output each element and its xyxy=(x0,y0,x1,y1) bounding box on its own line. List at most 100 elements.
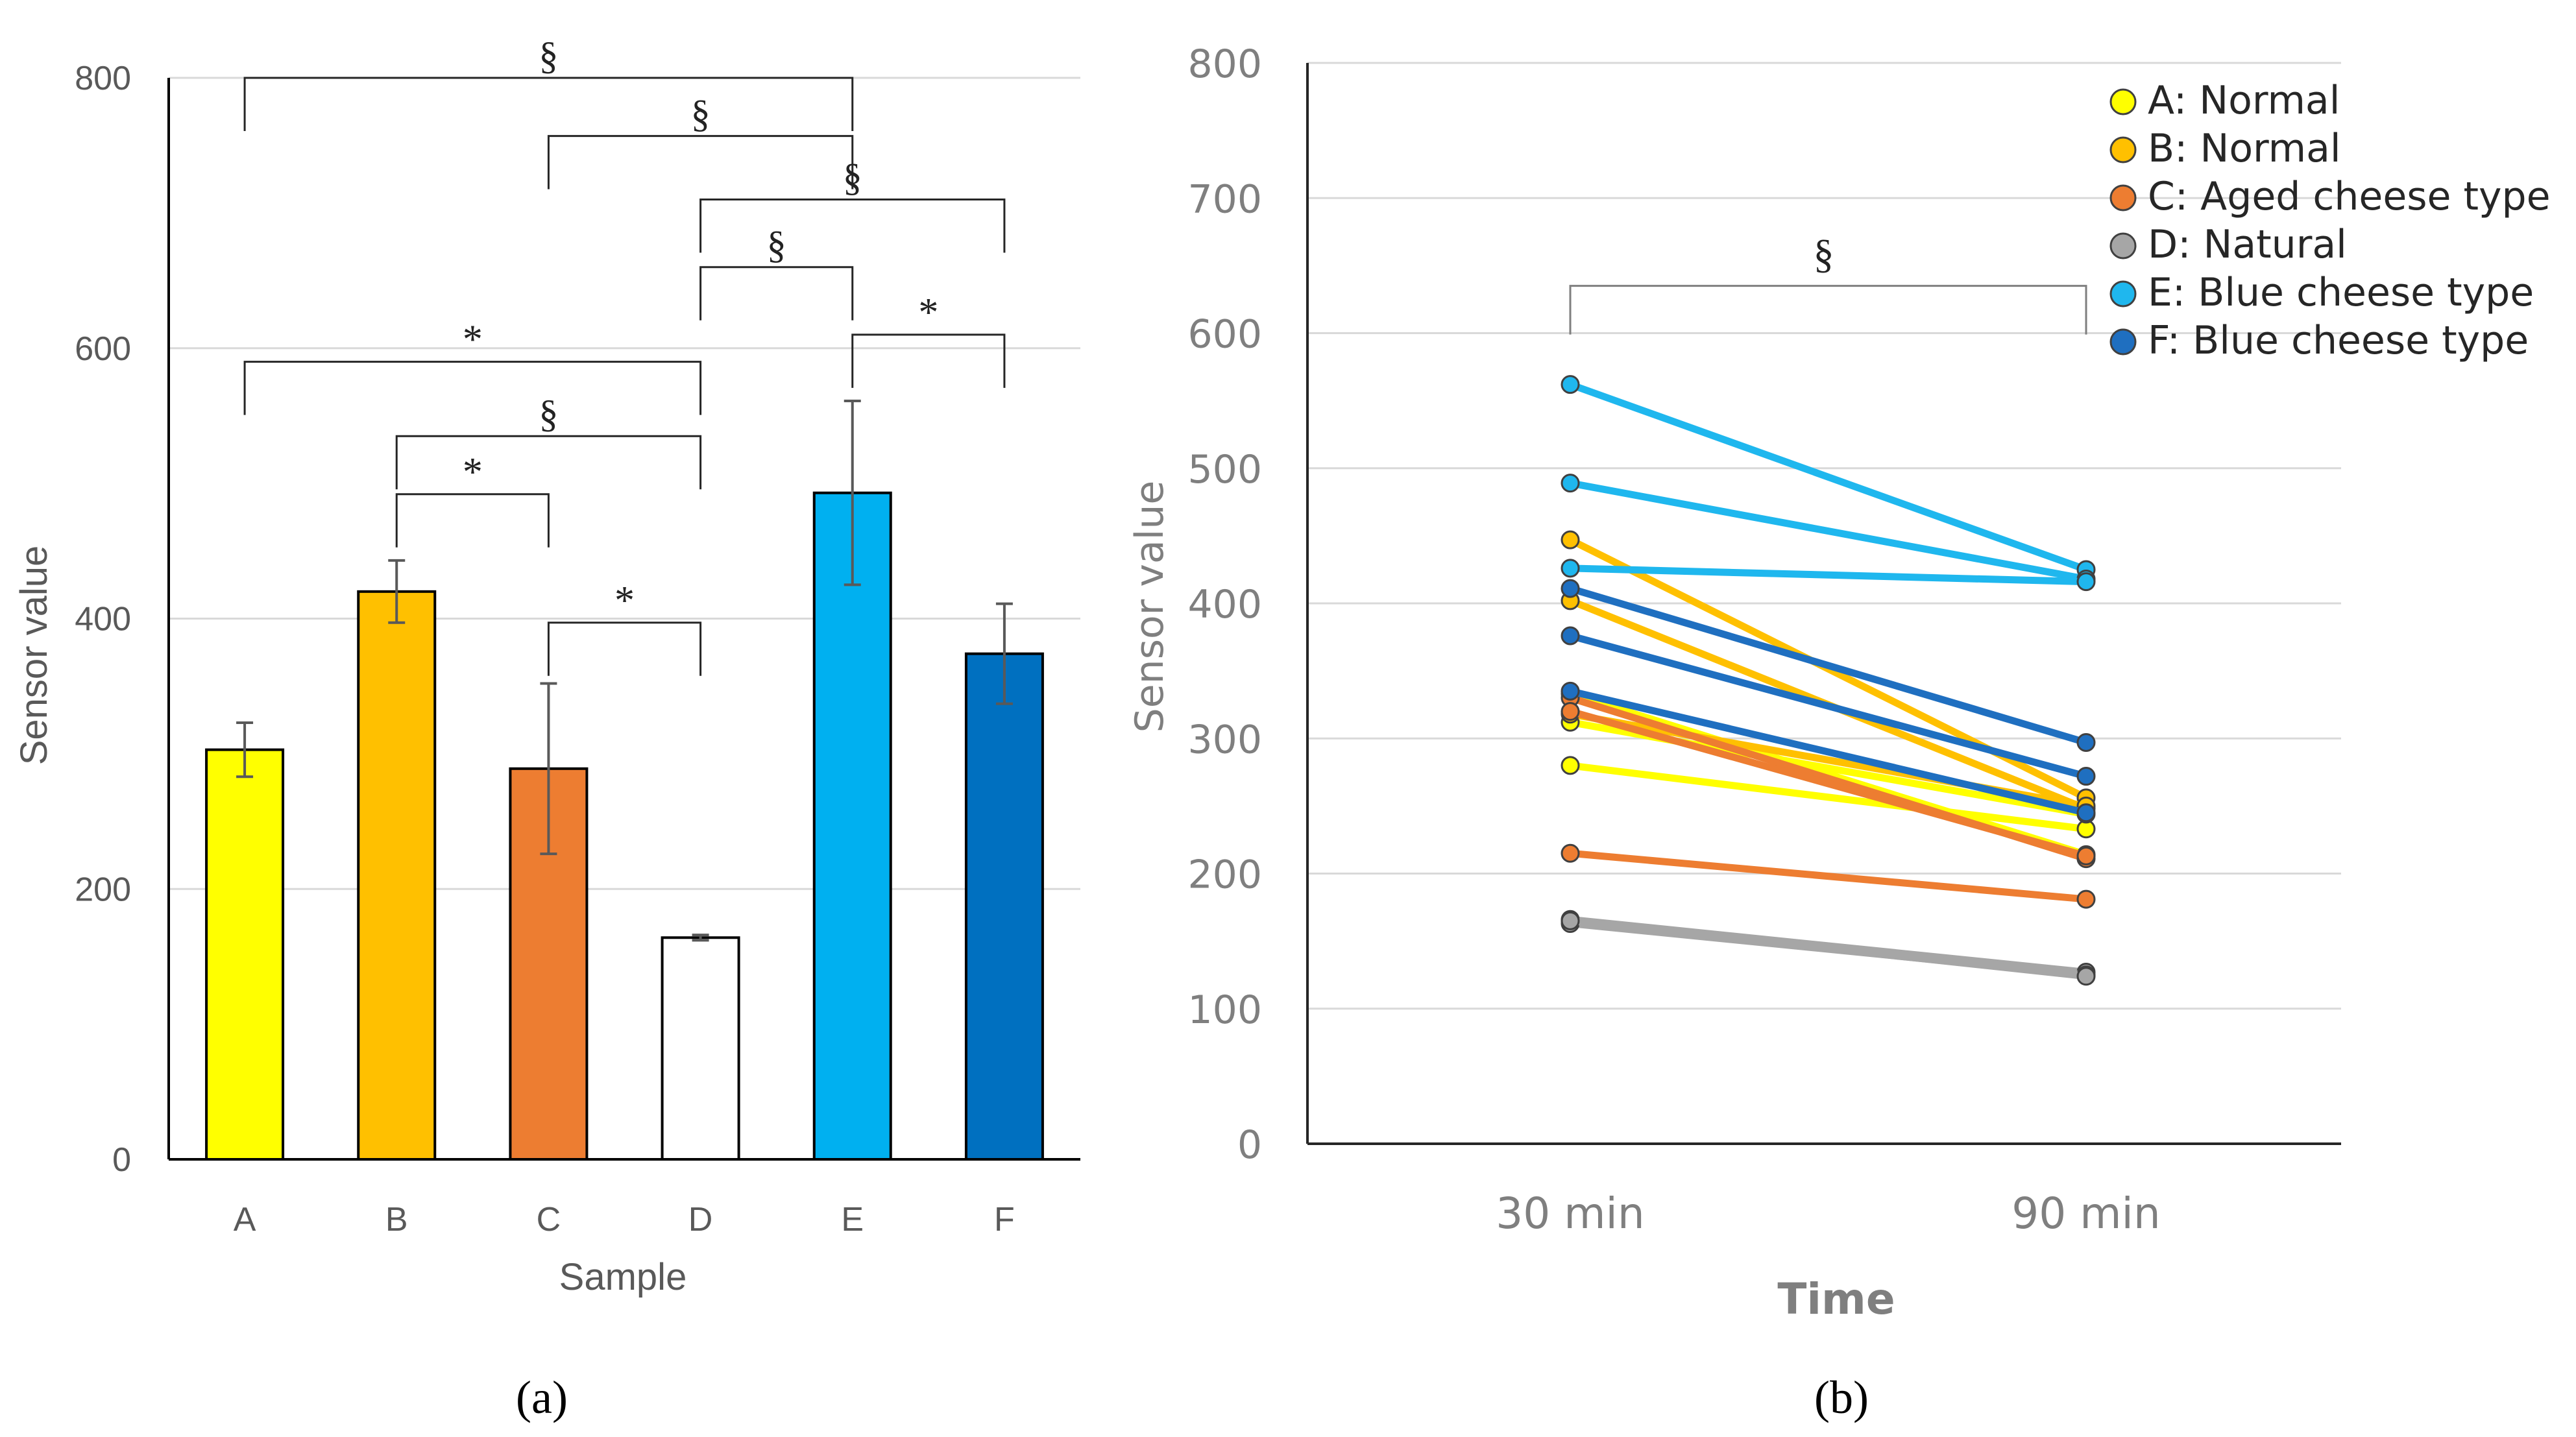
x-tick-label: 30 min xyxy=(1496,1189,1644,1238)
data-point xyxy=(2076,572,2096,592)
y-tick-label: 100 xyxy=(1187,987,1262,1033)
data-point xyxy=(2076,889,2096,909)
y-tick-label: 400 xyxy=(1187,582,1262,627)
x-tick-label-F: F xyxy=(994,1201,1015,1238)
panel-b-x-axis-title: Time xyxy=(1777,1274,1895,1324)
data-point xyxy=(1561,559,1580,578)
data-point xyxy=(2076,767,2096,786)
series-line xyxy=(1566,479,2090,583)
x-tick-label-D: D xyxy=(688,1201,713,1238)
panel-a-x-axis-title: Sample xyxy=(559,1256,687,1298)
legend-marker-6 xyxy=(2109,328,2137,356)
series-line xyxy=(1566,585,2090,746)
x-tick-label-C: C xyxy=(537,1201,561,1238)
significance-bracket-A-D xyxy=(243,361,702,415)
significance-bracket-A-E xyxy=(243,77,854,131)
significance-bracket-D-F xyxy=(699,199,1006,253)
data-point xyxy=(1561,579,1580,598)
significance-label: § xyxy=(843,156,862,199)
data-point xyxy=(1561,681,1580,701)
significance-bracket xyxy=(1569,285,2087,335)
data-point xyxy=(2076,732,2096,752)
significance-bracket-B-C xyxy=(395,493,550,548)
data-point xyxy=(1561,474,1580,493)
data-point xyxy=(1561,843,1580,863)
bar-B xyxy=(357,590,437,1161)
significance-label: * xyxy=(463,318,483,362)
legend-label: F: Blue cheese type xyxy=(2148,318,2529,363)
series-line xyxy=(1566,564,2090,586)
legend-marker-3 xyxy=(2109,184,2137,211)
significance-bracket-E-F xyxy=(851,333,1006,388)
legend-label: C: Aged cheese type xyxy=(2148,174,2551,219)
series-line xyxy=(1566,708,2090,860)
series-line xyxy=(1566,917,2090,980)
y-tick-label: 600 xyxy=(1187,312,1262,357)
legend-marker-4 xyxy=(2109,232,2137,260)
series-line xyxy=(1566,762,2090,833)
significance-bracket-D-E xyxy=(699,266,854,320)
significance-bracket-B-D xyxy=(395,435,702,490)
y-tick-label: 300 xyxy=(1187,717,1262,762)
significance-label: * xyxy=(918,291,938,335)
panel-a-y-axis-title: Sensor value xyxy=(13,546,55,766)
bar-F xyxy=(964,652,1044,1161)
x-tick-label-B: B xyxy=(385,1201,408,1238)
panel-b-series-lines xyxy=(1561,375,2096,986)
y-tick-label: 600 xyxy=(75,330,131,368)
panel-b-y-axis-title: Sensor value xyxy=(1127,481,1173,733)
significance-label: § xyxy=(539,34,558,77)
x-tick-label: 90 min xyxy=(2011,1189,2160,1238)
data-point xyxy=(1561,626,1580,646)
panel-b-y-tick-labels: 0 100 200 300 400 500 600 700 800 xyxy=(1187,42,1262,1168)
data-point xyxy=(2076,846,2096,865)
x-tick-label-E: E xyxy=(841,1201,864,1238)
panel-b-x-tick-labels: 30 min 90 min xyxy=(1496,1189,2160,1238)
panel-b-line-chart: § 0 100 200 300 400 500 600 700 800 30 min 90 min… xyxy=(1127,42,2551,1423)
data-point xyxy=(1561,911,1580,930)
data-point xyxy=(1561,702,1580,721)
y-tick-label: 400 xyxy=(75,601,131,638)
data-point xyxy=(2076,803,2096,823)
panel-a-significance-brackets: § § § § * * § * * xyxy=(243,34,1006,676)
significance-bracket-C-D xyxy=(547,622,702,676)
series-4 xyxy=(1561,910,2096,986)
series-line xyxy=(1566,687,2090,817)
legend-label: B: Normal xyxy=(2148,126,2341,171)
panel-a-error-bars xyxy=(236,400,1013,942)
data-point xyxy=(2076,967,2096,986)
series-3 xyxy=(1561,688,2096,909)
y-tick-label: 0 xyxy=(112,1141,131,1179)
series-line xyxy=(1566,690,2090,858)
data-point xyxy=(1561,375,1580,394)
significance-label: § xyxy=(1814,231,1834,277)
series-line xyxy=(1566,849,2090,903)
y-tick-label: 800 xyxy=(75,60,131,97)
bar-D xyxy=(661,936,740,1161)
legend-marker-5 xyxy=(2109,280,2137,308)
significance-label: * xyxy=(614,579,635,623)
y-tick-label: 200 xyxy=(1187,852,1262,898)
y-tick-label: 0 xyxy=(1237,1122,1262,1168)
legend-label: E: Blue cheese type xyxy=(2148,270,2534,315)
panel-b-caption: (b) xyxy=(1814,1371,1869,1423)
y-tick-label: 800 xyxy=(1187,42,1262,87)
series-6 xyxy=(1561,579,2096,823)
panel-a-x-tick-labels: A B C D E F xyxy=(234,1201,1015,1238)
series-line xyxy=(1566,381,2090,574)
y-tick-label: 200 xyxy=(75,871,131,908)
bar-E xyxy=(812,491,892,1161)
x-tick-label-A: A xyxy=(234,1201,256,1238)
legend-marker-1 xyxy=(2109,88,2137,115)
panel-a-bar-chart: § § § § * * § * * 0 200 400 600 800 A B C D E F Sensor va… xyxy=(13,34,1080,1423)
significance-label: § xyxy=(691,93,711,136)
series-line xyxy=(1566,632,2090,780)
series-5 xyxy=(1561,375,2096,592)
data-point xyxy=(1561,530,1580,549)
panel-b-significance-bracket: § xyxy=(1569,231,2087,335)
legend-label: A: Normal xyxy=(2148,78,2340,123)
legend-label: D: Natural xyxy=(2148,222,2347,267)
significance-label: § xyxy=(539,392,558,435)
y-tick-label: 500 xyxy=(1187,447,1262,492)
